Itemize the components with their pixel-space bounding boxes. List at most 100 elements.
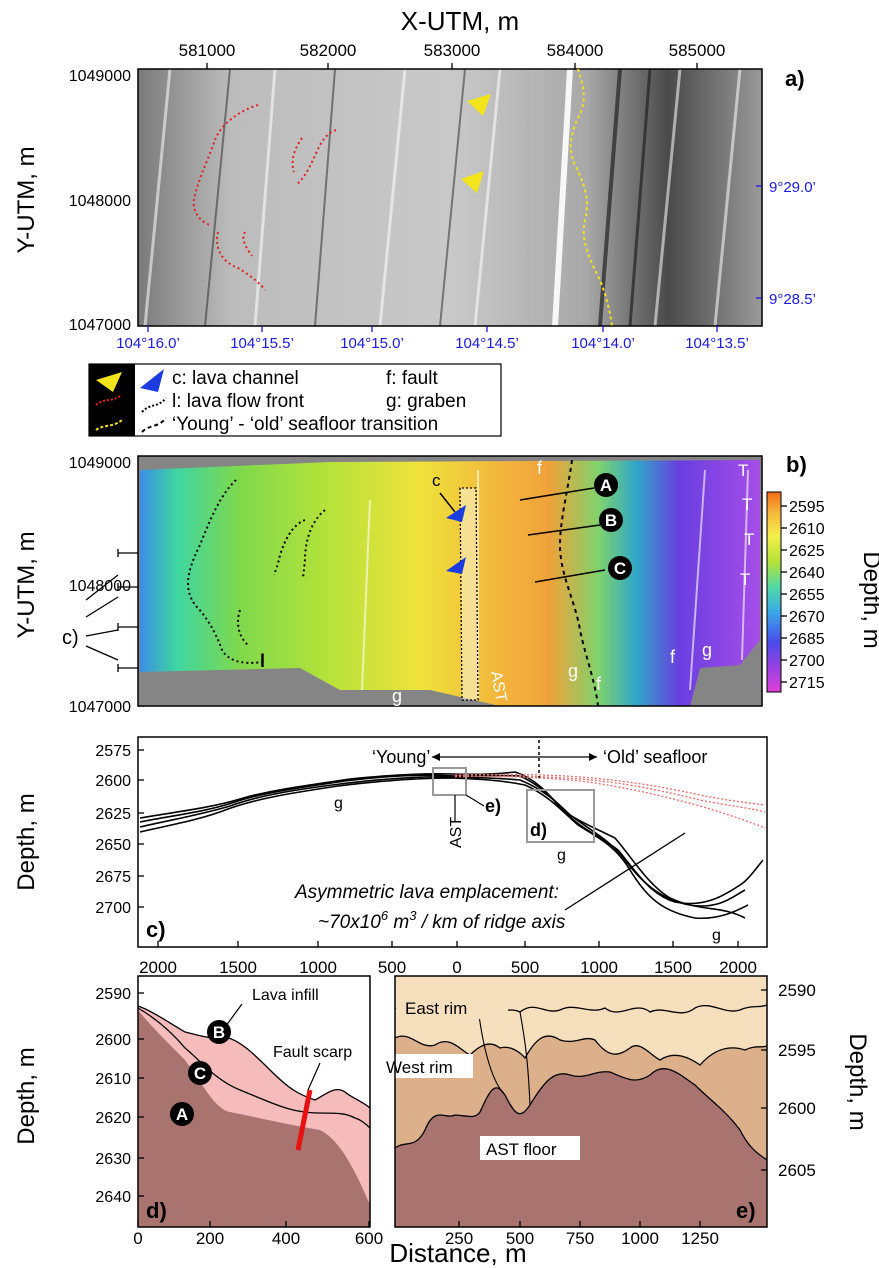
c-x-label: 0 xyxy=(452,958,461,977)
east-rim-label-bg xyxy=(396,995,508,1019)
label-g-mid: g xyxy=(568,661,578,681)
bathy-highlights xyxy=(361,469,749,700)
c-x-label: 1500 xyxy=(219,958,257,977)
svg-text:B: B xyxy=(605,511,617,530)
e-x-label: 1250 xyxy=(681,1229,719,1248)
a-y-label: 1049000 xyxy=(69,68,131,85)
c-y-label: 2675 xyxy=(95,869,131,886)
a-lon-label: 104°16.0’ xyxy=(116,335,180,352)
cbar-label: 2640 xyxy=(789,565,825,582)
cbar-label: 2670 xyxy=(789,609,825,626)
west-rim-label: West rim xyxy=(386,1058,453,1077)
cbar-label: 2610 xyxy=(789,521,825,538)
legend-blue-marker-icon xyxy=(140,369,164,392)
d-y-label: 2610 xyxy=(95,1071,131,1088)
arrow-left-icon xyxy=(432,753,440,761)
d-y-label: 2600 xyxy=(95,1032,131,1049)
c-x-label: 1000 xyxy=(299,958,337,977)
annotation-line-1: Asymmetric lava emplacement: xyxy=(294,882,559,903)
trace-1 xyxy=(139,776,746,907)
label-ast: AST xyxy=(487,670,509,704)
panel-e-y-axis-title: Depth, m xyxy=(844,1033,871,1130)
label-c: c xyxy=(432,471,441,490)
young-old-transition-black xyxy=(558,459,599,707)
panel-d-frame xyxy=(137,975,371,1228)
d-y-label: 2620 xyxy=(95,1110,131,1127)
profile-b-trace xyxy=(137,1005,371,1109)
ast-floor-trace xyxy=(394,1068,768,1161)
old-seafloor-label: ‘Old’ seafloor xyxy=(603,747,707,767)
panel-b: Y-UTM, m 1049000 1048000 1047000 A B C c f… xyxy=(13,452,879,716)
e-y-label: 2605 xyxy=(778,1161,816,1180)
legend: c: lava channel l: lava flow front ‘Youn… xyxy=(88,363,502,437)
lava-front-black-4 xyxy=(237,609,249,646)
profile-b-line xyxy=(527,524,601,536)
lava-front-black-3 xyxy=(302,509,326,579)
panel-e-letter: e) xyxy=(736,1198,756,1223)
a-lat-label: 9°28.5’ xyxy=(769,291,816,308)
channel-pointer xyxy=(439,492,456,513)
marker-a-d: A xyxy=(170,1102,194,1126)
panel-a-x-ticks: 581000 582000 583000 584000 585000 xyxy=(179,41,726,69)
c-y-label: 2600 xyxy=(95,773,131,790)
e-x-label: 1000 xyxy=(621,1229,659,1248)
panel-c-x-ticks: 2000 1500 1000 500 0 500 1000 1500 2000 xyxy=(139,941,757,977)
legend-yellow-marker-icon xyxy=(96,372,122,392)
panel-a-y-axis-title: Y-UTM, m xyxy=(13,146,40,253)
svg-text:A: A xyxy=(176,1105,188,1124)
profile-marker-b: B xyxy=(599,508,623,532)
ast-floor-label: AST floor xyxy=(486,1140,557,1159)
label-f-mid: f xyxy=(596,674,602,694)
inset-d-label: d) xyxy=(530,820,547,840)
svg-text:C: C xyxy=(194,1064,206,1083)
marker-c-d: C xyxy=(188,1061,212,1085)
c-x-label: 1000 xyxy=(580,958,618,977)
panel-d-x-ticks: 0 200 400 600 xyxy=(133,1221,383,1248)
legend-g-label: g: graben xyxy=(386,391,466,412)
c-y-label: 2575 xyxy=(95,743,131,760)
svg-text:T: T xyxy=(740,570,750,589)
legend-black-dashed-icon xyxy=(141,417,167,433)
fault-t-markers: T T T T xyxy=(738,461,754,589)
bottom-x-axis-title: Distance, m xyxy=(389,1238,526,1268)
a-x-label: 585000 xyxy=(669,41,726,60)
bathymetry-map xyxy=(140,460,760,706)
profile-a-line xyxy=(519,487,595,501)
inset-e-box xyxy=(432,767,467,796)
panel-b-y-ticks: 1049000 1048000 1047000 xyxy=(69,455,144,716)
profile-c-line xyxy=(534,569,606,583)
e-y-label: 2590 xyxy=(778,981,816,1000)
panel-c-letter: c) xyxy=(146,917,166,942)
c-y-label: 2700 xyxy=(95,900,131,917)
fault-scarp-label: Fault scarp xyxy=(273,1044,352,1061)
lava-channel-blue-marker-1 xyxy=(446,505,466,522)
annotation-pointer xyxy=(564,832,686,911)
lava-front-black-2 xyxy=(273,519,306,576)
panel-d: Lava infill Fault scarp B C A Depth, m 2… xyxy=(13,975,383,1248)
d-y-label: 2640 xyxy=(95,1189,131,1206)
inset-e-label: e) xyxy=(485,796,501,816)
a-y-label: 1047000 xyxy=(69,317,131,334)
colorbar-ticks: 2595 2610 2625 2640 2655 2670 2685 2700 2715 xyxy=(781,499,825,692)
panel-c-frame xyxy=(137,736,768,948)
panel-c: Depth, m 2575 2600 2625 2650 2675 2700 2000 15… xyxy=(13,736,768,977)
svg-text:T: T xyxy=(744,530,754,549)
young-label: ‘Young’ xyxy=(372,747,430,767)
sonar-dark-streaks xyxy=(204,68,652,327)
legend-l-label: l: lava flow front xyxy=(172,391,305,412)
profile-marker-a: A xyxy=(594,473,618,497)
panel-b-y-axis-title: Y-UTM, m xyxy=(13,531,40,638)
svg-text:A: A xyxy=(600,476,612,495)
legend-black-dotted-icon xyxy=(141,397,167,413)
svg-text:B: B xyxy=(213,1023,225,1042)
lava-channel-blue-marker-2 xyxy=(446,557,466,574)
legend-red-dotted-icon xyxy=(95,395,121,406)
lava-front-red-1 xyxy=(192,104,259,226)
panel-e-y-ticks: 2590 2595 2600 2605 xyxy=(761,981,816,1180)
trace-3 xyxy=(139,771,746,919)
graben-label-mid: g xyxy=(557,847,566,864)
ast-floor-label-bg xyxy=(480,1136,580,1160)
cbar-label: 2655 xyxy=(789,587,825,604)
ast-label-c: AST xyxy=(448,817,465,848)
profile-marker-c: C xyxy=(608,556,632,580)
